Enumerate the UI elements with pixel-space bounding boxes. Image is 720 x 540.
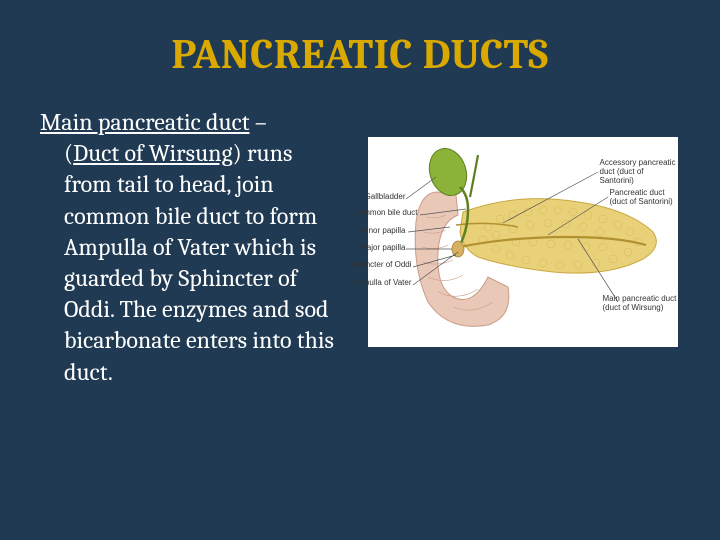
label-major-papilla: Major papilla — [350, 244, 406, 253]
pancreas-shape — [460, 199, 656, 273]
label-pancreatic: Pancreatic duct (duct of Santorini) — [610, 189, 680, 207]
paren-close: ) — [233, 139, 242, 167]
label-common-bile: Common bile duct — [340, 209, 418, 218]
body-rest: runs from tail to head, join common bile… — [64, 139, 334, 385]
paren-open: ( — [64, 139, 73, 167]
label-main-duct: Main pancreatic duct (duct of Wirsung) — [603, 295, 681, 313]
diagram-column: Gallbladder Common bile duct Minor papil… — [365, 107, 680, 347]
label-ampulla: Ampulla of Vater — [340, 279, 412, 288]
dash: – — [250, 108, 267, 136]
label-gallbladder: Gallbladder — [356, 193, 406, 202]
label-minor-papilla: Minor papilla — [350, 227, 406, 236]
label-sphincter: Sphincter of Oddi — [340, 261, 412, 270]
text-heading: Main pancreatic duct — [40, 108, 250, 136]
text-body: (Duct of Wirsung) runs from tail to head… — [40, 138, 345, 388]
slide-title: PANCREATIC DUCTS — [40, 30, 680, 79]
anatomy-diagram: Gallbladder Common bile duct Minor papil… — [368, 137, 678, 347]
text-column: Main pancreatic duct – (Duct of Wirsung)… — [40, 107, 345, 388]
label-accessory: Accessory pancreatic duct (duct of Santo… — [600, 159, 678, 185]
ampulla-shape — [452, 241, 464, 257]
content-row: Main pancreatic duct – (Duct of Wirsung)… — [40, 107, 680, 388]
hepatic-duct-shape — [470, 155, 478, 197]
duct-of-wirsung: Duct of Wirsung — [73, 139, 232, 167]
